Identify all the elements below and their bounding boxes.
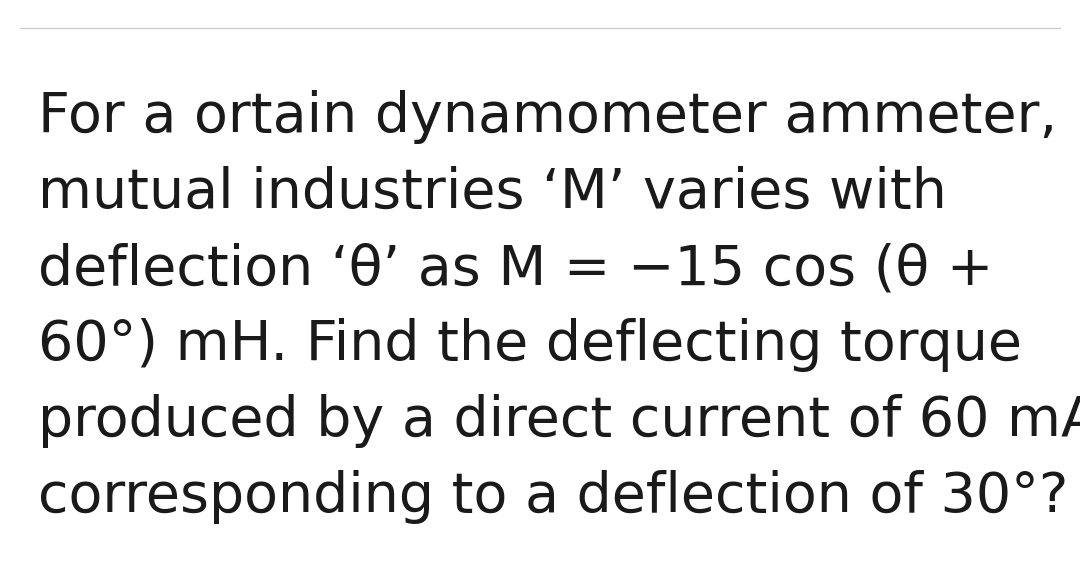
- Text: deflection ‘θ’ as M = −15 cos (θ +: deflection ‘θ’ as M = −15 cos (θ +: [38, 242, 994, 296]
- Text: produced by a direct current of 60 mA: produced by a direct current of 60 mA: [38, 394, 1080, 448]
- Text: corresponding to a deflection of 30°?: corresponding to a deflection of 30°?: [38, 470, 1068, 524]
- Text: 60°) mH. Find the deflecting torque: 60°) mH. Find the deflecting torque: [38, 318, 1022, 372]
- Text: mutual industries ‘M’ varies with: mutual industries ‘M’ varies with: [38, 166, 947, 220]
- Text: For a ortain dynamometer ammeter,: For a ortain dynamometer ammeter,: [38, 90, 1057, 144]
